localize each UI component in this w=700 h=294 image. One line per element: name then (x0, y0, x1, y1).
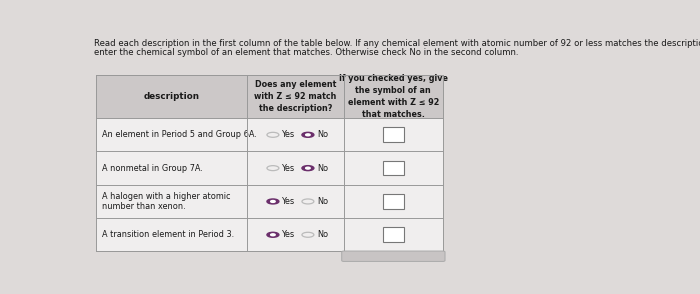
FancyBboxPatch shape (383, 228, 404, 242)
FancyBboxPatch shape (96, 151, 443, 185)
FancyBboxPatch shape (383, 194, 404, 209)
FancyBboxPatch shape (96, 75, 443, 118)
Circle shape (267, 199, 279, 204)
Text: A nonmetal in Group 7A.: A nonmetal in Group 7A. (102, 164, 203, 173)
Text: No: No (317, 230, 328, 239)
Text: No: No (317, 164, 328, 173)
FancyBboxPatch shape (383, 161, 404, 176)
Circle shape (302, 166, 314, 171)
Circle shape (302, 132, 314, 137)
Text: Read each description in the first column of the table below. If any chemical el: Read each description in the first colum… (94, 39, 700, 48)
Text: No: No (317, 130, 328, 139)
Text: ↺: ↺ (406, 251, 414, 261)
Text: description: description (144, 92, 200, 101)
FancyBboxPatch shape (383, 128, 404, 142)
Text: If you checked yes, give
the symbol of an
element with Z ≤ 92
that matches.: If you checked yes, give the symbol of a… (339, 74, 448, 119)
Text: enter the chemical symbol of an element that matches. Otherwise check No in the : enter the chemical symbol of an element … (94, 48, 519, 57)
Text: Does any element
with Z ≤ 92 match
the description?: Does any element with Z ≤ 92 match the d… (254, 80, 337, 113)
Text: Yes: Yes (282, 164, 295, 173)
Circle shape (267, 232, 279, 237)
Text: No: No (317, 197, 328, 206)
FancyBboxPatch shape (96, 118, 443, 151)
Text: A halogen with a higher atomic
number than xenon.: A halogen with a higher atomic number th… (102, 192, 230, 211)
FancyBboxPatch shape (342, 251, 445, 261)
FancyBboxPatch shape (96, 218, 443, 251)
Text: Yes: Yes (282, 197, 295, 206)
Circle shape (271, 201, 275, 202)
Circle shape (306, 134, 310, 136)
FancyBboxPatch shape (96, 185, 443, 218)
Circle shape (271, 234, 275, 236)
Text: Yes: Yes (282, 230, 295, 239)
FancyBboxPatch shape (96, 75, 443, 251)
Text: ×: × (372, 250, 382, 263)
Text: Yes: Yes (282, 130, 295, 139)
Circle shape (306, 167, 310, 169)
Text: An element in Period 5 and Group 6A.: An element in Period 5 and Group 6A. (102, 130, 257, 139)
Text: A transition element in Period 3.: A transition element in Period 3. (102, 230, 234, 239)
